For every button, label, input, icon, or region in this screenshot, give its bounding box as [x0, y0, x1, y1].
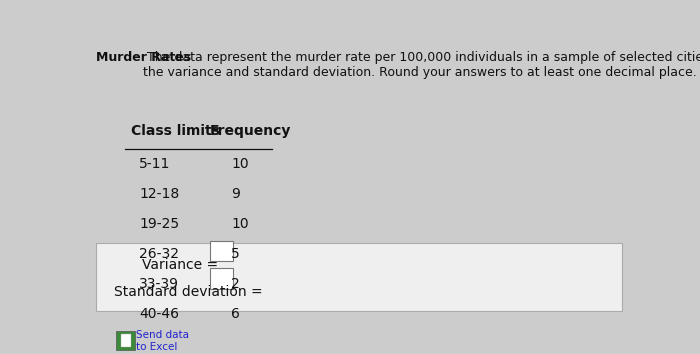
Text: Murder Rates: Murder Rates [96, 51, 191, 64]
FancyBboxPatch shape [96, 243, 622, 311]
Text: 9: 9 [231, 187, 240, 201]
Text: The data represent the murder rate per 100,000 individuals in a sample of select: The data represent the murder rate per 1… [144, 51, 700, 79]
FancyBboxPatch shape [209, 268, 233, 289]
Text: Standard deviation =: Standard deviation = [113, 285, 262, 299]
Text: 6: 6 [231, 307, 240, 321]
Text: Frequency: Frequency [209, 124, 291, 138]
FancyBboxPatch shape [209, 241, 233, 261]
Text: 19-25: 19-25 [139, 217, 179, 231]
Text: 2: 2 [231, 277, 240, 291]
Text: Variance =: Variance = [141, 258, 218, 272]
Text: 40-46: 40-46 [139, 307, 179, 321]
Text: 12-18: 12-18 [139, 187, 179, 201]
Text: 10: 10 [231, 157, 249, 171]
Text: Send data
to Excel: Send data to Excel [136, 330, 189, 352]
Text: Class limits: Class limits [131, 124, 220, 138]
Text: 10: 10 [231, 217, 249, 231]
FancyBboxPatch shape [116, 331, 134, 350]
Text: 5-11: 5-11 [139, 157, 170, 171]
FancyBboxPatch shape [120, 334, 132, 348]
Text: 5: 5 [231, 247, 240, 261]
Text: 26-32: 26-32 [139, 247, 179, 261]
Text: 33-39: 33-39 [139, 277, 179, 291]
